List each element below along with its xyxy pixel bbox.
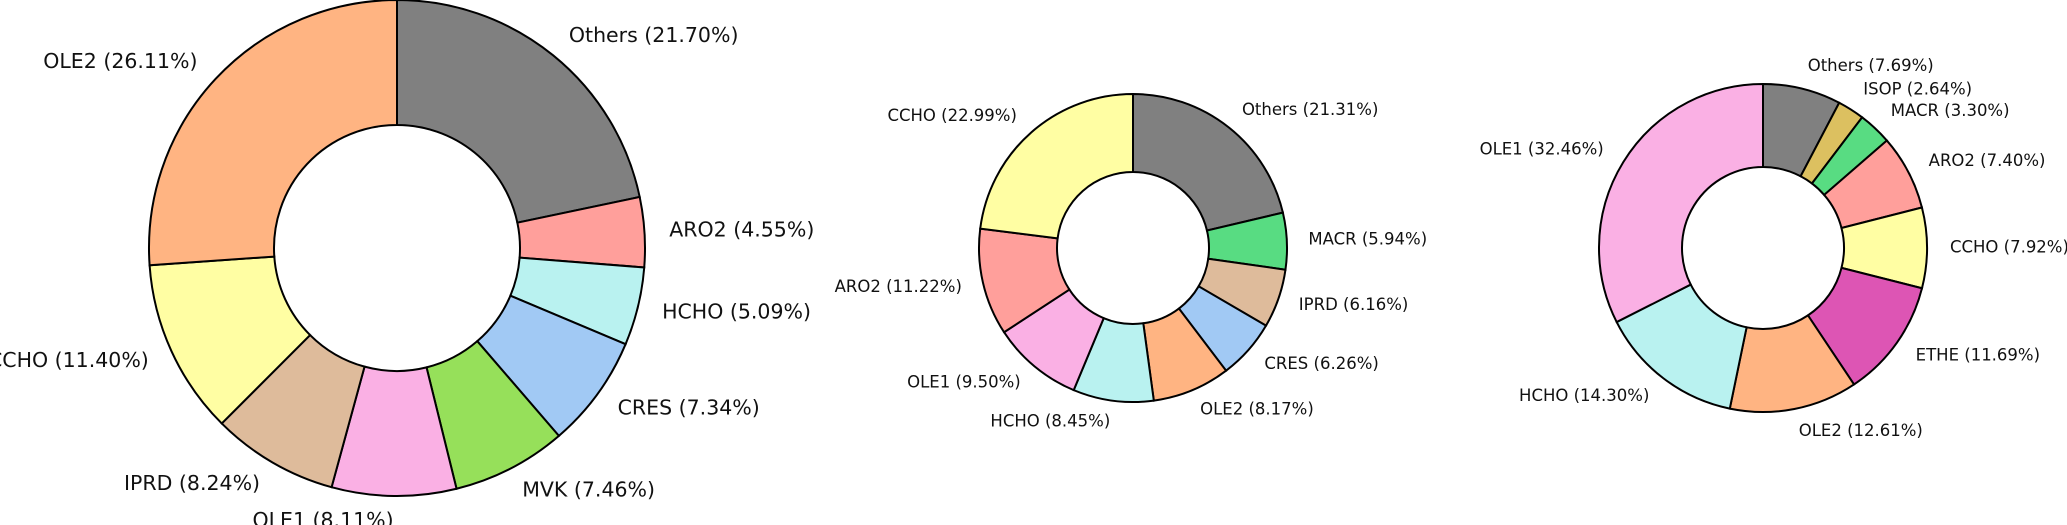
slice-label-ole1: OLE1 (9.50%) (907, 372, 1021, 391)
donut-chart-2: Others (21.31%) MACR (5.94%) IPRD (6.16%) C… (835, 92, 1427, 431)
slice-label-mvk: MVK (7.46%) (522, 477, 655, 501)
donut-slice-ole1 (1598, 82, 1764, 324)
slice-label-ccho: CCHO (7.92%) (1950, 237, 2067, 256)
slice-label-iprd: IPRD (8.24%) (124, 471, 260, 495)
donut-slice-ccho (979, 92, 1134, 240)
slice-label-macr: MACR (5.94%) (1308, 230, 1427, 249)
slice-label-hcho: HCHO (8.45%) (990, 412, 1110, 431)
slice-label-cres: CRES (7.34%) (618, 395, 760, 419)
donut-chart-3: Others (7.69%) ISOP (2.64%) MACR (3.30%) AR… (1480, 56, 2067, 440)
donut-slice-ole2 (148, 0, 398, 267)
slice-label-ole1: OLE1 (32.46%) (1480, 140, 1604, 159)
slice-label-cres: CRES (6.26%) (1264, 354, 1378, 373)
slice-label-aro2: ARO2 (4.55%) (669, 217, 814, 241)
slice-label-ccho: CCHO (22.99%) (887, 106, 1016, 125)
slice-label-aro2: ARO2 (7.40%) (1929, 151, 2046, 170)
slice-label-others: Others (21.31%) (1242, 100, 1378, 119)
slice-label-ole2: OLE2 (26.11%) (43, 49, 197, 73)
donut-slice-others (1132, 92, 1285, 232)
slice-label-others: Others (7.69%) (1808, 56, 1934, 75)
slice-label-hcho: HCHO (14.30%) (1519, 386, 1649, 405)
slice-label-macr: MACR (3.30%) (1891, 101, 2010, 120)
slice-label-ccho: CCHO (11.40%) (0, 348, 149, 372)
slice-label-hcho: HCHO (5.09%) (662, 299, 811, 323)
slice-label-ethe: ETHE (11.69%) (1916, 345, 2040, 364)
slice-label-aro2: ARO2 (11.22%) (835, 277, 962, 296)
slice-label-ole1: OLE1 (8.11%) (252, 508, 393, 525)
slice-label-ole2: OLE2 (8.17%) (1200, 400, 1314, 419)
slice-label-isop: ISOP (2.64%) (1863, 80, 1972, 99)
slice-label-iprd: IPRD (6.16%) (1299, 295, 1409, 314)
slice-label-others: Others (21.70%) (569, 23, 739, 47)
slice-label-ole2: OLE2 (12.61%) (1799, 421, 1923, 440)
donut-chart-1: Others (21.70%) ARO2 (4.55%) HCHO (5.09%) C… (0, 0, 814, 525)
donut-slice-others (396, 0, 641, 224)
